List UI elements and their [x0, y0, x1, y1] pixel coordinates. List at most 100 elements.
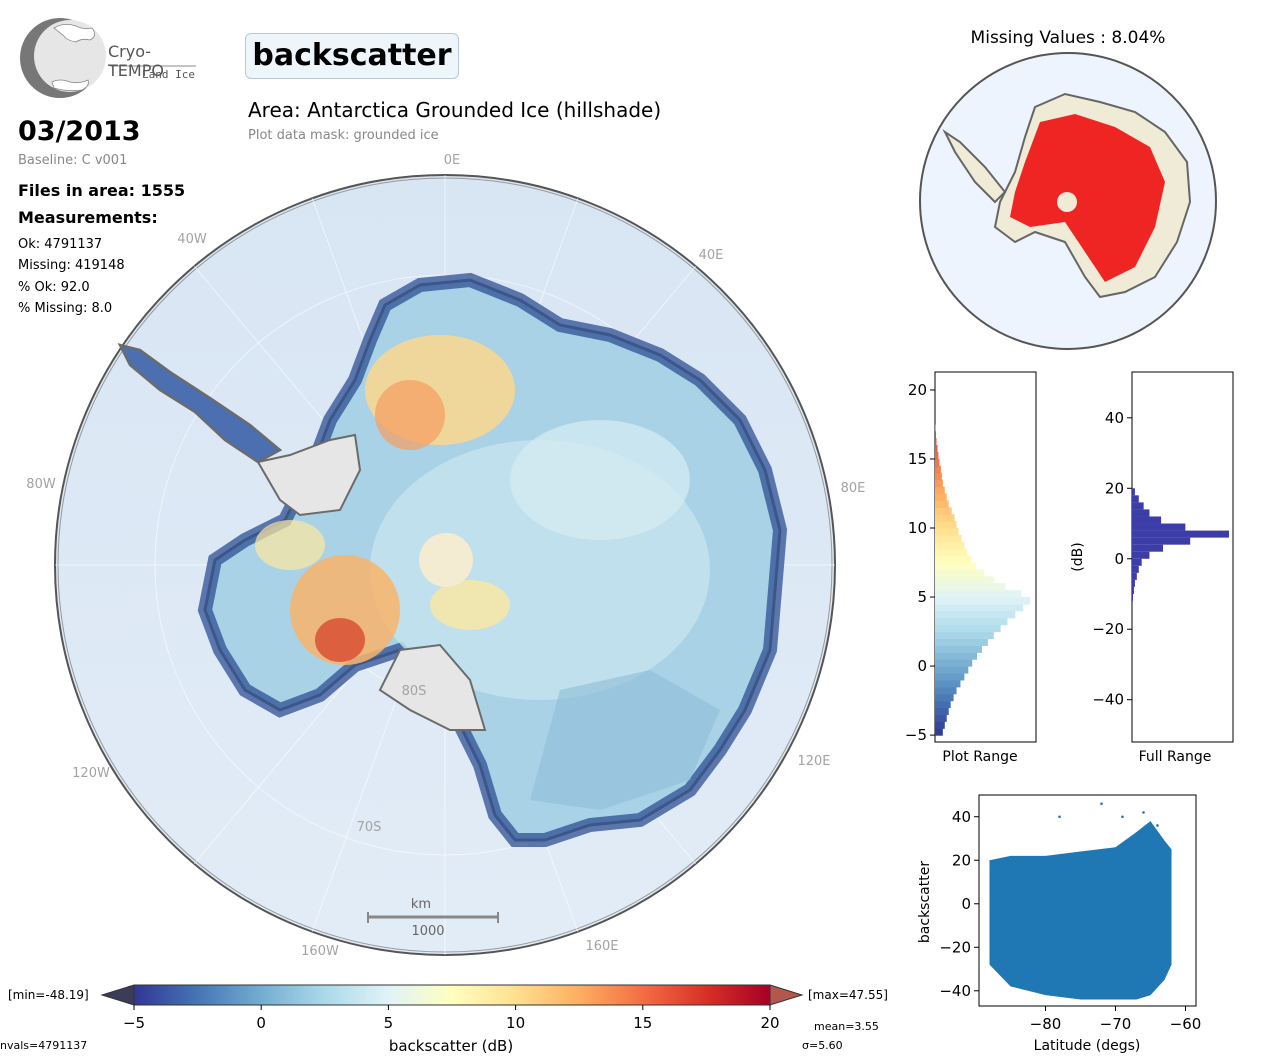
colorbar-mean: mean=3.55 [814, 1020, 879, 1033]
stat-pct-missing: % Missing: 8.0 [18, 301, 113, 316]
full-range-bar [1132, 516, 1162, 524]
full-range-bar [1132, 509, 1150, 517]
plot-range-bar [935, 514, 955, 522]
latitude-scatter-plot: −40 −20 0 20 40 −80 −70 −60 backscatter Latitud… [917, 794, 1202, 1054]
scatter-xlabel: Latitude (degs) [1034, 1038, 1141, 1054]
plot-range-bar [935, 714, 947, 722]
plot-range-bar [935, 458, 940, 467]
plot-range-bar [935, 465, 941, 474]
colorbar-tick-label: 15 [633, 1014, 652, 1032]
colorbar-tick-label: 0 [256, 1014, 266, 1032]
scatter-axes-frame [978, 794, 1197, 1007]
full-range-bar [1132, 572, 1137, 580]
plot-range-bar [935, 645, 983, 653]
full-range-bar [1132, 586, 1134, 594]
plot-range-bar [935, 686, 957, 695]
scatter-xtick-label: −60 [1170, 1015, 1202, 1033]
logo-subtitle: Land Ice [142, 68, 195, 81]
measurements-title: Measurements: [18, 208, 158, 227]
plot-range-bar [935, 562, 977, 571]
plot-range-bar [935, 541, 965, 550]
lon-label-160w: 160W [301, 944, 339, 959]
lon-label-120w: 120W [72, 766, 110, 781]
scatter-point [1142, 811, 1145, 814]
plot-range-bar [935, 666, 969, 674]
full-range-bar [1132, 565, 1139, 573]
colorbar-min-label: [min=-48.19] [8, 988, 89, 1002]
plot-range-bar [935, 679, 961, 688]
parameter-title: backscatter [245, 33, 459, 79]
mask-note: Plot data mask: grounded ice [248, 128, 439, 143]
missing-values-title: Missing Values : 8.04% [970, 28, 1166, 48]
scale-bar-value: 1000 [411, 924, 444, 939]
colorbar-tick-label: −5 [123, 1014, 145, 1032]
full-range-histogram: −40 −20 0 20 40 (dB) Full Range [1070, 371, 1234, 765]
full-range-bar [1132, 523, 1186, 531]
plot-range-histogram: −5 0 5 10 15 20 Plot Range [905, 371, 1037, 765]
plot-range-tick-label: 15 [908, 450, 927, 468]
colorbar: −5 0 5 10 15 20 [min=-48.19] [max=47.55] back… [0, 984, 888, 1055]
baseline-label: Baseline: C v001 [18, 153, 128, 168]
full-range-tick-label: 40 [1105, 409, 1124, 427]
plot-range-bar [935, 590, 1022, 598]
stat-pct-ok: % Ok: 92.0 [18, 280, 90, 295]
full-range-bar [1132, 558, 1142, 566]
plot-range-bar [935, 569, 984, 577]
colorbar-tick-label: 10 [506, 1014, 525, 1032]
full-range-bar [1132, 579, 1135, 587]
plot-range-tick-label: 5 [917, 588, 927, 606]
plot-range-bar [935, 534, 962, 543]
colorbar-gradient [133, 984, 771, 1006]
plot-range-bar [935, 528, 959, 536]
full-range-ylabel: (dB) [1070, 542, 1086, 571]
plot-range-bar [935, 728, 943, 736]
plot-range-bar [935, 431, 936, 439]
plot-range-bar [935, 624, 1001, 633]
scale-bar: km 1000 [367, 897, 499, 939]
plot-range-bar [935, 631, 994, 640]
plot-range-bar [935, 617, 1008, 626]
colorbar-nvals: nvals=4791137 [0, 1039, 87, 1052]
plot-range-bar [935, 610, 1016, 619]
plot-range-bar [935, 700, 951, 709]
colorbar-max-label: [max=47.55] [808, 988, 888, 1002]
plot-range-bar [935, 583, 1006, 591]
main-polar-map: 0E 40W 40E 80W 80E 120W 120E 160W 160E 8… [26, 153, 865, 959]
plot-range-bar [935, 693, 954, 702]
missing-values-map [919, 52, 1217, 350]
full-range-xlabel: Full Range [1139, 749, 1212, 765]
full-range-bar [1132, 537, 1191, 545]
scatter-point [1058, 815, 1061, 819]
plot-range-bar [935, 452, 939, 460]
full-range-bar [1132, 544, 1164, 552]
antarctic-peninsula [117, 343, 283, 464]
scatter-ytick-label: −40 [939, 982, 971, 1000]
scatter-point [1121, 815, 1124, 819]
full-range-bar [1132, 594, 1133, 602]
date-label: 03/2013 [18, 116, 141, 147]
plot-range-tick-label: 0 [917, 657, 927, 675]
colorbar-tick-label: 20 [760, 1014, 779, 1032]
plot-range-bar [935, 672, 965, 681]
colorbar-under-arrow [100, 984, 135, 1006]
lon-label-40w: 40W [177, 232, 207, 247]
stat-ok: Ok: 4791137 [18, 237, 103, 252]
scatter-ylabel: backscatter [917, 861, 933, 943]
scatter-ytick-label: 40 [952, 808, 971, 826]
lon-label-40e: 40E [699, 248, 724, 263]
lon-label-120e: 120E [797, 754, 830, 769]
plot-range-bar [935, 597, 1030, 605]
plot-range-bar [935, 555, 972, 564]
scatter-ytick-label: −20 [939, 938, 971, 956]
scatter-point [1100, 802, 1103, 806]
colorbar-tick-label: 5 [384, 1014, 394, 1032]
pole-hole [419, 533, 473, 587]
full-range-bar [1132, 495, 1139, 503]
plot-range-bar [935, 507, 952, 515]
longitude-labels: 0E 40W 40E 80W 80E 120W 120E 160W 160E 8… [26, 153, 865, 959]
plot-range-tick-label: −5 [905, 726, 927, 744]
plot-range-bar [935, 707, 949, 715]
area-title: Area: Antarctica Grounded Ice (hillshade… [248, 98, 662, 122]
colorbar-sigma: σ=5.60 [802, 1039, 843, 1052]
plot-range-bar [935, 479, 943, 488]
